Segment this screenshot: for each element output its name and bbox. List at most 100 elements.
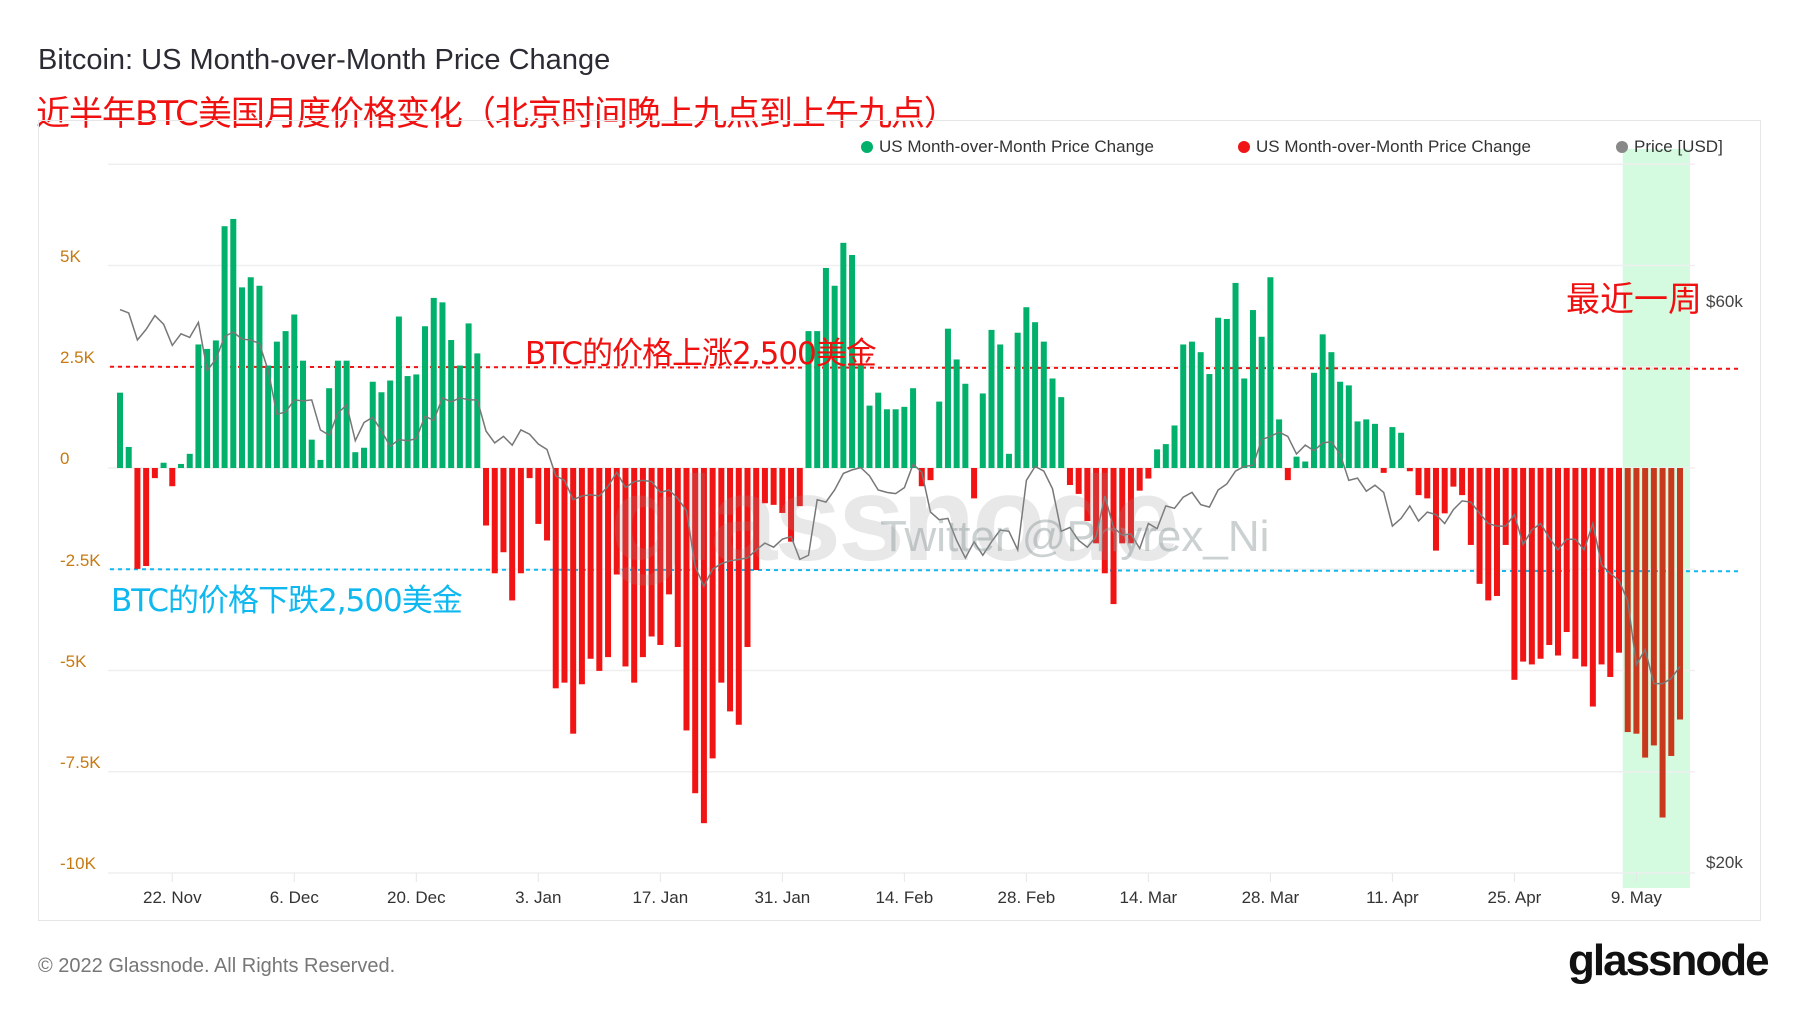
legend-label: US Month-over-Month Price Change (1256, 137, 1531, 156)
bar-positive (117, 392, 123, 468)
bar-positive (230, 218, 237, 468)
bar-negative (700, 468, 707, 824)
recent-week-annotation: 最近一周 (1566, 280, 1702, 320)
bar-positive (1232, 282, 1239, 468)
bar-negative (1093, 468, 1100, 544)
y-tick-label: -7.5K (60, 753, 101, 772)
bar-positive (361, 447, 368, 468)
bar-positive (814, 331, 821, 468)
bar-negative (1511, 468, 1518, 680)
y-tick-label: -10K (60, 854, 96, 873)
legend-item-price[interactable]: Price [USD] (1616, 137, 1723, 157)
bar-positive (1014, 332, 1021, 468)
bar-negative (1502, 468, 1509, 545)
bar-positive (221, 226, 228, 468)
bar-negative (1677, 468, 1683, 720)
bar-negative (143, 468, 150, 567)
bar-positive (308, 439, 315, 468)
bar-negative (1075, 468, 1082, 494)
legend-item-positive-change[interactable]: US Month-over-Month Price Change (861, 137, 1154, 157)
bar-positive (1241, 378, 1248, 468)
x-tick-label: 3. Jan (515, 888, 562, 907)
bar-positive (1371, 423, 1378, 468)
bar-negative (1615, 468, 1622, 653)
bar-positive (1319, 334, 1326, 468)
bar-positive (239, 287, 246, 468)
bar-negative (544, 468, 551, 541)
bar-positive (1354, 421, 1361, 468)
bar-positive (395, 316, 402, 468)
bar-negative (1127, 468, 1134, 544)
bar-positive (1345, 385, 1352, 468)
bar-negative (500, 468, 507, 553)
bar-negative (1493, 468, 1500, 596)
bar-positive (1058, 397, 1065, 468)
copyright-footer: © 2022 Glassnode. All Rights Reserved. (38, 955, 396, 977)
bar-negative (1633, 468, 1640, 734)
bar-negative (1450, 468, 1457, 487)
bar-negative (1101, 468, 1108, 574)
bar-negative (1084, 468, 1091, 522)
bar-negative (779, 468, 786, 513)
bar-negative (1119, 468, 1126, 544)
bar-negative (151, 468, 158, 479)
bar-negative (1520, 468, 1527, 662)
bar-negative (718, 468, 725, 683)
bar-positive (1223, 318, 1230, 468)
bar-positive (265, 365, 272, 468)
bar-positive (1337, 381, 1344, 468)
bar-positive (422, 326, 429, 468)
x-tick-label: 9. May (1610, 888, 1662, 907)
bar-negative (1572, 468, 1579, 659)
bar-negative (169, 468, 176, 487)
red-dot-icon (1238, 141, 1250, 153)
bar-negative (1467, 468, 1474, 545)
glassnode-logo[interactable]: glassnode (1568, 936, 1770, 985)
bar-negative (1380, 468, 1387, 473)
bar-positive (1389, 427, 1396, 468)
bar-positive (910, 388, 917, 468)
bar-negative (1537, 468, 1544, 659)
bar-positive (1032, 322, 1039, 468)
y-tick-label: -5K (60, 652, 87, 671)
price-line (119, 308, 1681, 685)
bar-positive (988, 329, 995, 468)
bar-negative (526, 468, 533, 479)
watermark-glassnode: glassnode (610, 452, 1179, 586)
bar-positive (430, 297, 437, 468)
bar-positive (160, 462, 167, 468)
green-dot-icon (861, 141, 873, 153)
bar-positive (1154, 449, 1161, 468)
bar-positive (1180, 344, 1187, 468)
bar-negative (613, 468, 620, 575)
bar-negative (134, 468, 141, 569)
bar-negative (761, 468, 768, 504)
bar-negative (796, 468, 803, 507)
bar-negative (1650, 468, 1657, 746)
bar-positive (1258, 336, 1265, 468)
bar-negative (1136, 468, 1143, 491)
bar-positive (953, 359, 960, 468)
bar-negative (683, 468, 690, 731)
bar-negative (918, 468, 925, 487)
bar-positive (883, 409, 890, 468)
bar-positive (1363, 419, 1370, 468)
bar-positive (273, 341, 280, 468)
bar-positive (892, 409, 899, 468)
bar-negative (727, 468, 734, 712)
y-tick-label: 5K (60, 247, 81, 266)
bar-negative (587, 468, 594, 659)
bar-negative (1581, 468, 1588, 667)
legend-item-negative-change[interactable]: US Month-over-Month Price Change (1238, 137, 1531, 157)
bar-negative (517, 468, 524, 574)
down-threshold-annotation: BTC的价格下跌2,500美金 (111, 583, 463, 619)
bar-negative (631, 468, 638, 683)
x-tick-label: 6. Dec (269, 888, 319, 907)
bar-positive (1197, 352, 1204, 468)
bar-negative (1415, 468, 1422, 496)
x-tick-label: 25. Apr (1487, 888, 1542, 907)
bar-positive (247, 277, 254, 468)
bar-positive (1188, 341, 1195, 468)
bar-positive (125, 446, 132, 468)
